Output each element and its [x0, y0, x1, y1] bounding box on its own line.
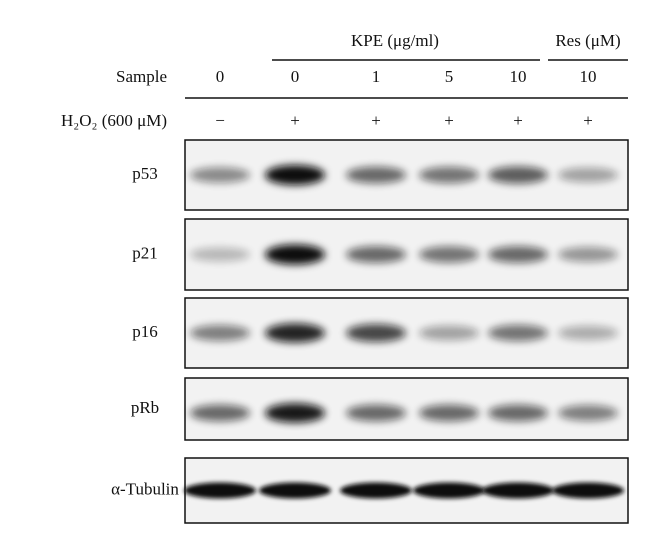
band	[340, 482, 412, 499]
band	[482, 482, 554, 499]
band	[558, 167, 618, 183]
band	[346, 246, 406, 263]
sample-label: Sample	[116, 67, 167, 86]
band	[558, 246, 618, 263]
h2o2-sign: +	[513, 111, 523, 130]
kpe-label: KPE (μg/ml)	[351, 31, 439, 50]
blot-panel	[184, 139, 629, 211]
blot-label: α-Tubulin	[111, 479, 179, 498]
band	[419, 325, 479, 341]
h2o2-sign: +	[444, 111, 454, 130]
blot-label: p53	[132, 164, 158, 183]
res-label: Res (μM)	[555, 31, 620, 50]
band	[265, 323, 325, 343]
band	[259, 482, 331, 499]
blot-label: p21	[132, 243, 158, 262]
band	[190, 325, 250, 341]
band	[190, 167, 250, 183]
band	[190, 404, 250, 422]
band	[346, 166, 406, 184]
sample-value: 10	[580, 67, 597, 86]
band	[552, 482, 624, 499]
h2o2-sign: +	[371, 111, 381, 130]
blot-panel	[184, 377, 629, 441]
blot-panel	[184, 297, 629, 369]
band	[265, 165, 325, 185]
band	[346, 324, 406, 342]
band	[419, 166, 479, 184]
h2o2-sign: −	[215, 111, 225, 130]
band	[488, 246, 548, 263]
band	[419, 246, 479, 263]
sample-value: 1	[372, 67, 381, 86]
band	[413, 482, 485, 499]
sample-value: 0	[291, 67, 300, 86]
sample-value: 5	[445, 67, 454, 86]
band	[265, 244, 325, 265]
h2o2-sign: +	[290, 111, 300, 130]
band	[558, 325, 618, 341]
blot-panel	[184, 218, 629, 291]
band	[558, 405, 618, 421]
band	[488, 324, 548, 342]
band	[190, 247, 250, 262]
band	[419, 404, 479, 422]
band	[346, 404, 406, 422]
sample-value: 0	[216, 67, 225, 86]
blot-label: p16	[132, 322, 158, 341]
band	[488, 166, 548, 184]
blot-label: pRb	[131, 398, 159, 417]
band	[184, 482, 256, 499]
h2o2-label: H₂O₂ (600 μM)	[61, 111, 167, 130]
h2o2-sign: +	[583, 111, 593, 130]
sample-value: 10	[510, 67, 527, 86]
band	[265, 403, 325, 423]
band	[488, 404, 548, 422]
